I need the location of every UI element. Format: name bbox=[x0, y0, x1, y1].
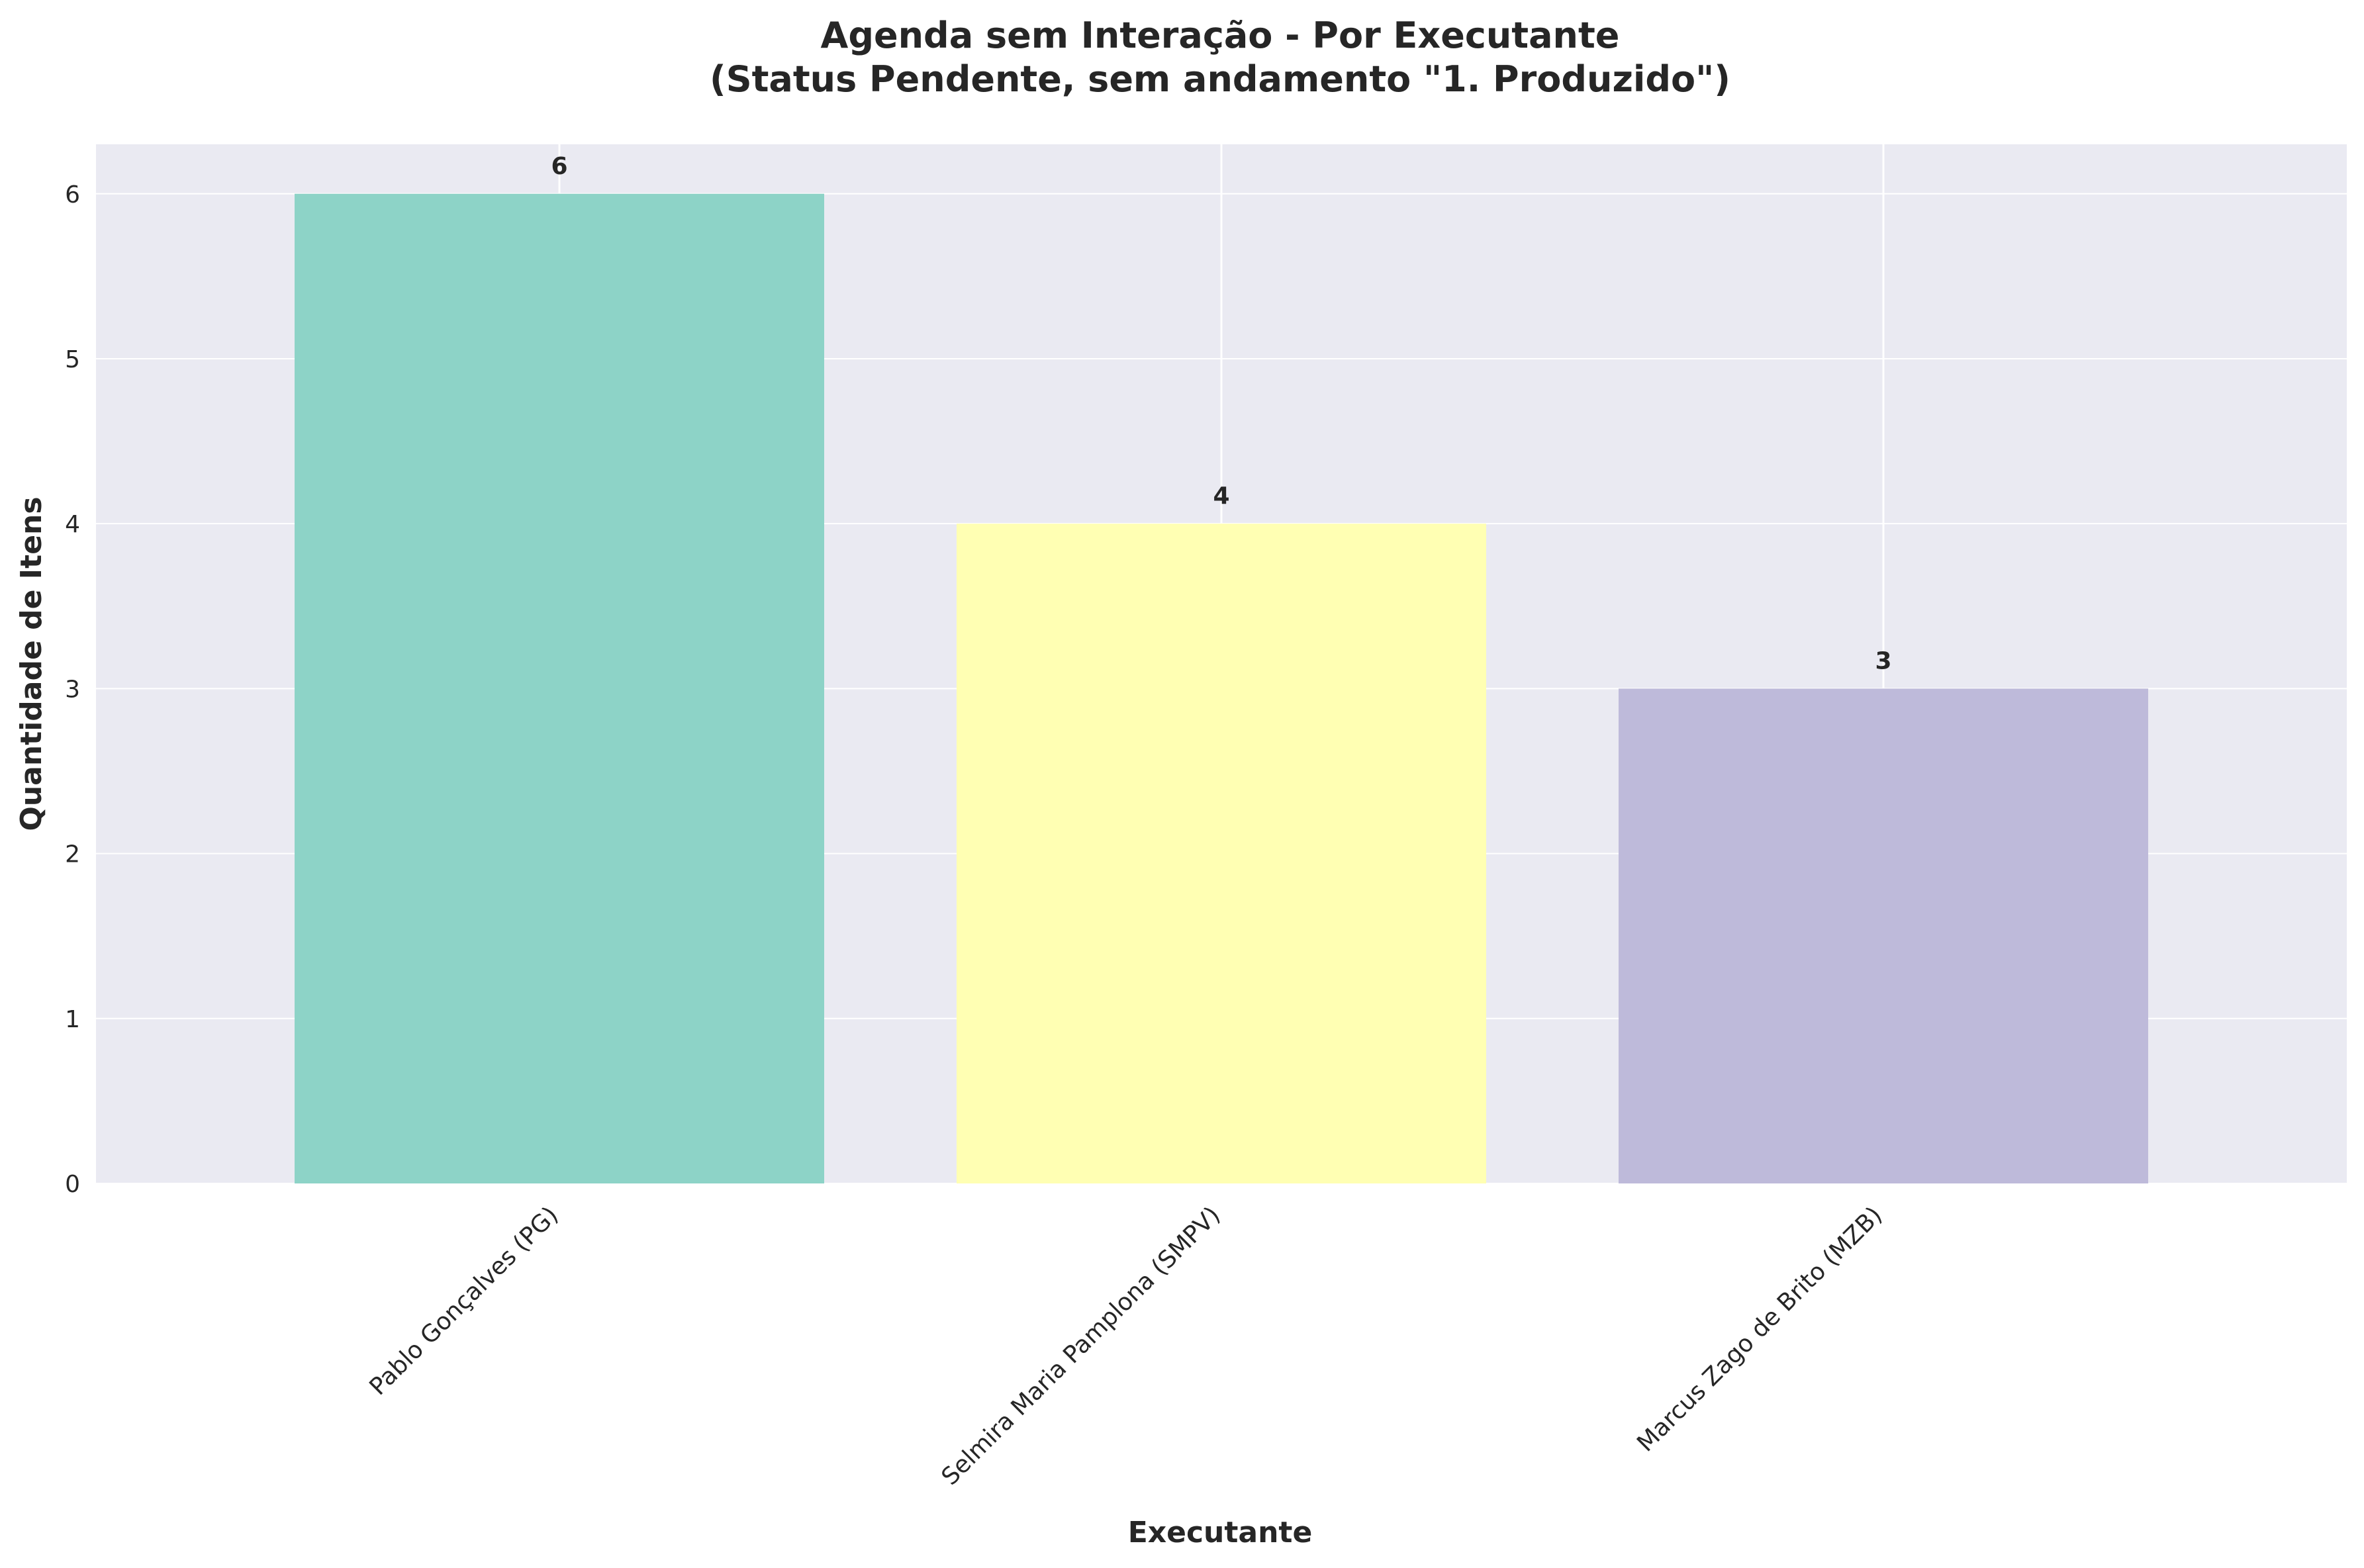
x-tick-labels: Pablo Gonçalves (PG) Selmira Maria Pamplo… bbox=[365, 1201, 1888, 1491]
bar-value-label: 6 bbox=[551, 153, 567, 180]
bar-value-label: 4 bbox=[1213, 483, 1229, 510]
chart-title-line-1: Agenda sem Interação - Por Executante bbox=[821, 15, 1620, 56]
bar bbox=[1619, 688, 2148, 1183]
y-tick-label: 3 bbox=[65, 676, 80, 703]
y-tick-label: 2 bbox=[65, 841, 80, 868]
x-axis-label: Executante bbox=[1128, 1516, 1313, 1549]
chart-title-line-2: (Status Pendente, sem andamento "1. Prod… bbox=[710, 58, 1730, 100]
bar bbox=[295, 193, 824, 1183]
y-axis-label: Quantidade de Itens bbox=[15, 496, 48, 831]
x-tick-label: Marcus Zago de Brito (MZB) bbox=[1632, 1201, 1887, 1457]
y-tick-labels: 0 1 2 3 4 5 6 bbox=[65, 181, 80, 1198]
x-tick-label: Selmira Maria Pamplona (SMPV) bbox=[937, 1201, 1226, 1491]
y-tick-label: 6 bbox=[65, 181, 80, 208]
data-labels: 6 4 3 bbox=[551, 153, 1891, 675]
bar bbox=[957, 524, 1486, 1183]
bar-value-label: 3 bbox=[1875, 647, 1891, 674]
y-tick-label: 0 bbox=[65, 1171, 80, 1198]
x-tick-label: Pablo Gonçalves (PG) bbox=[365, 1201, 564, 1401]
y-tick-label: 5 bbox=[65, 346, 80, 373]
bars bbox=[295, 193, 2148, 1183]
y-tick-label: 4 bbox=[65, 511, 80, 538]
y-tick-label: 1 bbox=[65, 1006, 80, 1033]
